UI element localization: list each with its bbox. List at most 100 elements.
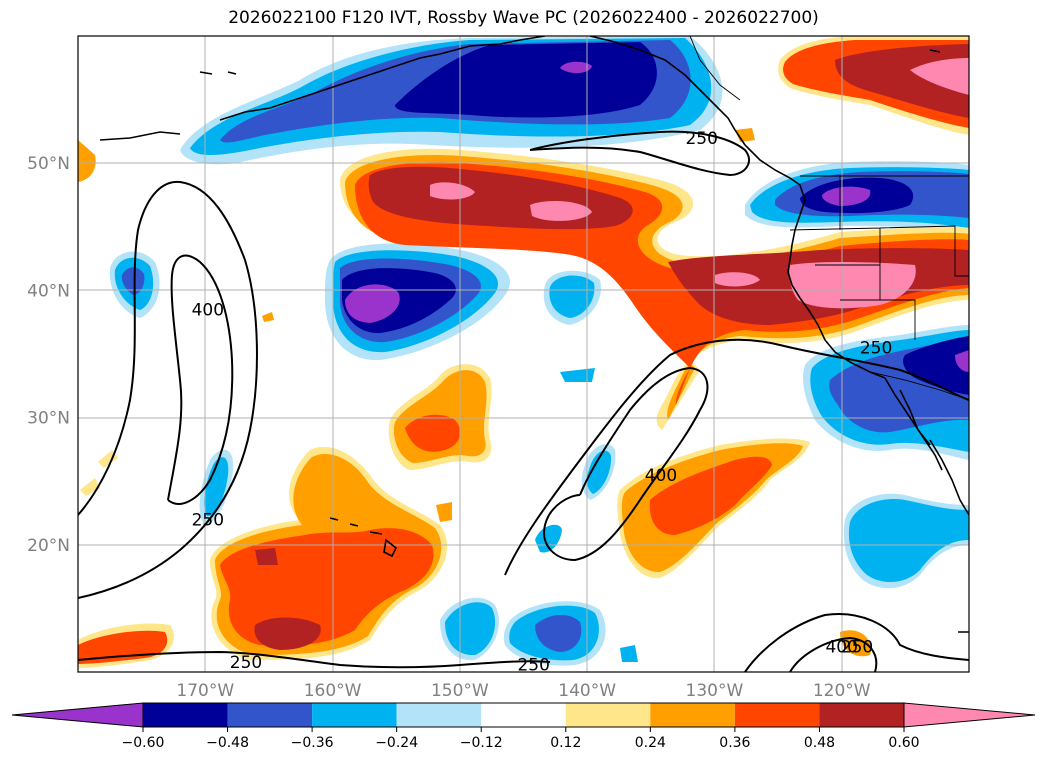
contour-label: 250 [230, 653, 262, 673]
political-borders [689, 36, 969, 401]
southwest-positive-region [78, 630, 168, 664]
colorbar-segment [819, 703, 904, 727]
northeast-positive-region [78, 140, 96, 182]
colorbar-extend-low [11, 702, 144, 728]
alaska-coastline [439, 36, 746, 146]
lon-tick-label: 150°W [431, 681, 489, 701]
lat-tick-label: 20°N [27, 536, 70, 556]
southwest-positive-region [840, 630, 871, 657]
colorbar-tick-label: 0.48 [804, 735, 835, 751]
colorbar-tick-label: 0.24 [635, 735, 666, 751]
lon-tick-label: 120°W [813, 681, 871, 701]
atmospheric-river-positive-region [430, 182, 475, 200]
atmospheric-river-positive-region [530, 200, 592, 221]
colorbar-tick-label: −0.12 [460, 735, 503, 751]
lon-tick-label: 160°W [304, 681, 362, 701]
contour-label: 250 [860, 339, 892, 359]
colorbar-segment [734, 703, 820, 727]
colorbar-tick-label: −0.60 [122, 735, 165, 751]
coastlines [99, 36, 969, 633]
colorbar-segment [312, 703, 397, 727]
map-title: 2026022100 F120 IVT, Rossby Wave PC (202… [228, 8, 819, 28]
northeast-positive-region [910, 58, 969, 95]
atmospheric-river-positive-region [789, 261, 916, 309]
longitude-axis: 170°W 160°W 150°W 140°W 130°W 120°W [176, 681, 870, 701]
small-negative-region [586, 450, 612, 494]
colorbar-tick-label: −0.36 [291, 735, 334, 751]
contour-250 [78, 180, 258, 599]
colorbar-segment [143, 703, 228, 727]
subtropical-positive-region [405, 414, 461, 452]
ivt-contours [78, 130, 969, 672]
contour-label: 250 [841, 638, 873, 658]
colorbar-segment [565, 703, 651, 727]
contour-250 [529, 130, 750, 177]
contour-250 [78, 650, 551, 669]
west-coast-coastline [787, 271, 886, 379]
latitude-axis: 20°N 30°N 40°N 50°N [27, 154, 70, 556]
small-negative-region [535, 524, 562, 553]
colorbar-segment [481, 703, 566, 727]
pacific-northwest-negative-region [822, 186, 871, 206]
small-negative-region [560, 368, 595, 382]
lat-tick-label: 50°N [27, 154, 70, 174]
central-pacific-negative-region [345, 284, 400, 323]
baja-coastline [884, 377, 943, 471]
small-negative-region [549, 275, 595, 318]
contour-label: 400 [192, 300, 224, 320]
alaska-canada-border [689, 36, 741, 101]
contour-label: 400 [825, 638, 857, 658]
mexico-coastline [929, 439, 969, 516]
hawaii-positive-region [254, 617, 321, 650]
hawaii-positive-region [255, 548, 278, 565]
small-negative-region [620, 645, 638, 662]
colorbar-segment [650, 703, 735, 727]
southwest-positive-region [80, 478, 100, 496]
lat-tick-label: 40°N [27, 281, 70, 301]
gulf-of-alaska-negative-region [560, 61, 592, 74]
small-negative-region [848, 499, 969, 583]
colorbar-tick-label: −0.48 [206, 735, 249, 751]
hawaii-positive-region [436, 502, 452, 522]
southwest-us-negative-region [903, 336, 969, 395]
contour-label: 250 [192, 510, 224, 530]
contour-label: 250 [685, 129, 717, 149]
southwest-us-negative-region [955, 350, 969, 372]
small-negative-region [121, 267, 145, 295]
small-negative-region [204, 457, 229, 517]
lon-tick-label: 140°W [558, 681, 616, 701]
us-mexico-border [869, 371, 969, 401]
colorbar-tick-label: −0.24 [375, 735, 418, 751]
colorbar: −0.60 −0.48 −0.36 −0.24 −0.12 0.12 0.24 0.36 0.4… [11, 702, 1036, 751]
contour-400 [167, 254, 234, 505]
colorbar-segment [396, 703, 482, 727]
alaska-coastline [99, 53, 441, 141]
colorbar-tick-label: 0.12 [550, 735, 581, 751]
hawaii-islands [329, 517, 398, 558]
contour-250 [504, 338, 969, 576]
lon-tick-label: 130°W [686, 681, 744, 701]
atmospheric-river-positive-region [715, 272, 760, 287]
colorbar-tick-label: 0.36 [719, 735, 750, 751]
contour-label: 400 [645, 466, 677, 486]
colorbar-extend-high [903, 702, 1036, 728]
southwest-positive-region [262, 312, 274, 322]
colorbar-segment [227, 703, 313, 727]
small-negative-region [535, 614, 582, 652]
contour-label: 250 [517, 655, 549, 675]
contour-250 [744, 613, 969, 672]
lat-tick-label: 30°N [27, 409, 70, 429]
lon-tick-label: 170°W [176, 681, 234, 701]
contour-400 [789, 636, 878, 672]
colorbar-tick-label: 0.60 [888, 735, 919, 751]
subtropical-positive-region [649, 456, 772, 535]
state-borders [789, 176, 969, 340]
map-frame [77, 35, 970, 673]
colorbar-frame [142, 702, 905, 728]
small-islands [199, 49, 969, 633]
gridlines [78, 36, 969, 672]
west-coast-coastline [744, 144, 806, 273]
